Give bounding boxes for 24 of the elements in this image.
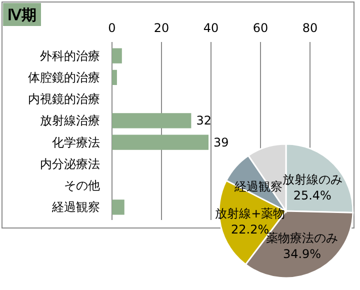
data-label: 39 [214, 135, 229, 150]
slice-label: 放射線のみ [282, 172, 342, 186]
y-tick-label: 内視鏡的治療 [28, 92, 100, 106]
data-label: 25.4% [293, 188, 332, 202]
bar [112, 48, 122, 64]
data-label: 34.9% [282, 247, 322, 262]
x-tick-label: 0 [108, 21, 116, 35]
y-tick-label: 放射線治療 [40, 114, 100, 128]
y-tick-label: 外科的治療 [40, 48, 100, 63]
data-label: 32 [196, 114, 212, 128]
chart-title: Ⅳ期 [8, 7, 36, 24]
y-tick-label: 経過観察 [51, 200, 100, 214]
x-tick-label: 40 [203, 21, 219, 35]
y-tick-label: その他 [64, 178, 100, 193]
x-tick-label: 80 [302, 21, 318, 35]
y-tick-label: 化学療法 [52, 135, 100, 150]
x-tick-label: 20 [154, 21, 170, 35]
bar [112, 113, 192, 128]
x-tick-label: 60 [252, 21, 268, 35]
bar [112, 70, 117, 86]
bar [112, 200, 124, 215]
bar [112, 134, 209, 150]
y-tick-label: 内分泌療法 [40, 156, 100, 171]
y-tick-label: 体腔鏡的治療 [28, 70, 100, 84]
